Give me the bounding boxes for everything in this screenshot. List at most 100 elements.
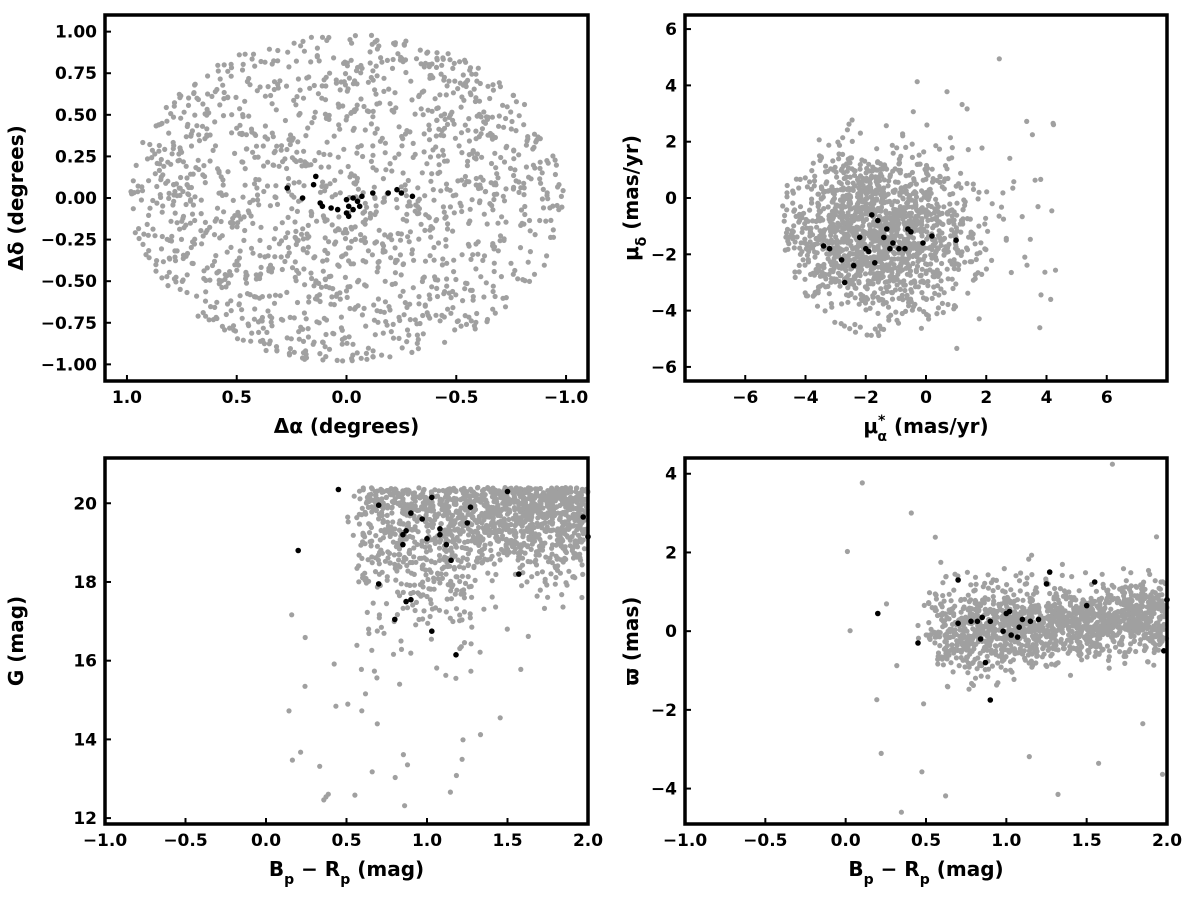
background-point [501,524,507,530]
background-point [928,203,934,210]
background-point [278,143,285,149]
background-point [426,137,433,143]
background-point [912,243,918,249]
background-point [419,170,425,176]
background-point [492,310,498,316]
background-point [839,217,846,224]
background-point [254,192,261,198]
background-point [472,577,478,584]
background-point [158,246,165,252]
member-point [392,616,398,623]
background-point [220,82,226,88]
background-point [245,321,251,327]
background-point [240,194,246,200]
background-point [829,304,835,310]
background-point [222,327,228,333]
y-tick-label: −1.00 [41,355,97,375]
background-point [377,537,383,543]
background-point [453,772,459,779]
background-point [320,179,326,185]
background-point [453,292,459,298]
background-point [398,646,405,653]
background-point [177,286,183,292]
background-point [900,131,906,137]
background-point [564,533,570,539]
background-point [434,217,440,223]
background-point [941,290,947,296]
background-point [361,532,367,538]
background-point [499,214,505,220]
background-point [164,274,170,280]
background-point [866,222,873,228]
background-point [814,224,820,230]
background-point [496,113,502,119]
background-point [299,163,305,169]
background-point [434,665,440,671]
background-point [317,189,324,195]
background-point [392,259,398,266]
background-point [342,71,349,77]
background-point [313,278,319,284]
background-point [473,175,479,182]
background-point [264,183,271,189]
background-point [404,218,410,224]
background-point [292,259,298,265]
background-point [889,290,896,296]
background-point [411,257,417,263]
background-point [857,324,863,330]
background-point [913,181,920,187]
background-point [790,236,796,242]
background-point [311,255,317,261]
background-point [473,558,480,564]
background-point [475,251,481,257]
background-point [181,109,187,115]
member-point [345,203,352,210]
background-point [422,193,428,199]
background-point [520,496,526,502]
background-point [919,290,925,296]
background-point [509,118,515,125]
background-point [450,193,456,199]
background-point [490,87,496,93]
background-point [261,341,267,347]
background-point [397,564,403,570]
background-point [846,121,852,127]
background-point [571,574,577,580]
background-point [300,338,307,344]
x-tick-label: 1.5 [492,831,522,851]
background-point [359,65,365,71]
background-point [222,276,228,282]
background-point [905,199,911,205]
background-point [843,175,849,181]
background-point [312,296,319,302]
background-point [563,489,569,495]
background-point [1010,185,1016,191]
background-point [300,38,306,45]
background-point [219,284,225,291]
background-point [233,94,239,100]
background-point [964,106,970,112]
background-point [358,96,364,102]
background-point [555,184,561,190]
background-point [377,549,383,556]
background-point [908,210,915,216]
background-point [321,151,327,157]
background-point [1029,132,1035,138]
background-point [402,300,408,306]
background-point [186,95,192,101]
background-point [859,262,865,268]
background-point [210,147,216,153]
background-point [237,293,243,299]
background-point [549,545,555,551]
background-point [540,186,546,192]
background-point [302,683,308,689]
background-point [914,218,920,224]
background-point [964,180,970,187]
background-point [374,269,380,275]
background-point [419,566,425,572]
background-point [476,513,482,519]
background-point [580,496,587,502]
member-point [443,541,450,548]
background-point [531,271,538,277]
background-point [534,593,540,599]
